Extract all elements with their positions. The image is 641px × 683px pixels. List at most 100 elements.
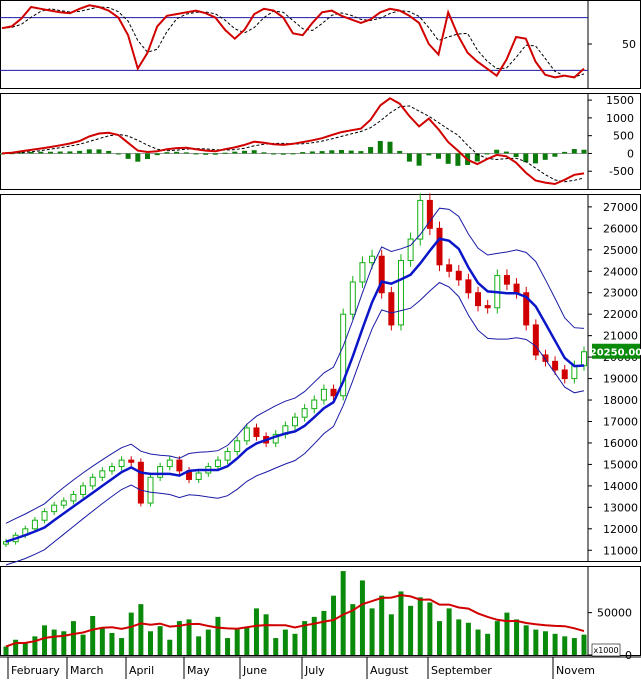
price-candle-body <box>552 360 559 371</box>
volume-bar <box>80 634 86 655</box>
price-y-tick-label: 11000 <box>603 544 638 557</box>
macd-histogram-bar <box>436 153 441 159</box>
x-axis-month-label: March <box>70 664 104 677</box>
volume-bar <box>417 597 423 655</box>
price-y-tick-label: 24000 <box>603 265 638 278</box>
price-y-tick-label: 23000 <box>603 287 638 300</box>
macd-histogram-bar <box>86 149 92 154</box>
price-candle-body <box>214 459 221 468</box>
price-candle-body <box>523 292 530 326</box>
macd-histogram-bar <box>445 153 451 164</box>
macd-y-tick-label: 1000 <box>606 112 634 125</box>
macd-histogram-bar <box>28 151 34 154</box>
price-candle-body <box>234 440 241 453</box>
price-candle-body <box>340 313 347 397</box>
price-y-tick-label: 26000 <box>603 222 638 235</box>
macd-histogram-bar <box>96 149 102 154</box>
price-candle-body <box>157 466 164 478</box>
volume-bar <box>205 629 211 655</box>
volume-unit-label-box <box>591 643 621 657</box>
volume-bar <box>22 642 28 655</box>
volume-bar <box>465 622 471 655</box>
volume-bar <box>225 638 231 655</box>
macd-histogram-bar <box>484 153 490 155</box>
price-y-tick-label: 21000 <box>603 330 638 343</box>
volume-moving-average <box>5 594 585 648</box>
macd-histogram-bar <box>581 149 587 154</box>
volume-bar <box>176 621 182 655</box>
price-candle-body <box>195 472 202 480</box>
macd-histogram-bar <box>368 147 374 154</box>
price-candle-body <box>301 408 308 418</box>
volume-bar <box>70 621 76 655</box>
price-candle-body <box>388 292 395 326</box>
volume-bar <box>398 591 404 655</box>
macd-histogram-bar <box>67 151 73 154</box>
macd-histogram-bar <box>115 153 121 155</box>
price-candle-body <box>253 427 260 438</box>
volume-bar <box>340 571 346 655</box>
price-candle-body <box>475 292 482 307</box>
price-candle-body <box>41 511 48 521</box>
macd-histogram-bar <box>533 153 538 164</box>
price-y-tick-label: 16000 <box>603 437 638 450</box>
macd-histogram-bar <box>329 150 335 154</box>
volume-bar <box>128 612 134 655</box>
macd-histogram-bar <box>397 150 403 154</box>
volume-bar <box>514 619 520 655</box>
macd-y-tick-label: 1500 <box>606 94 634 107</box>
macd-histogram-bar <box>387 141 393 154</box>
macd-histogram-bar <box>571 149 577 154</box>
price-y-tick-label: 13000 <box>603 501 638 514</box>
price-candle-body <box>176 459 183 472</box>
price-candle-body <box>224 451 231 461</box>
volume-bar <box>311 616 317 655</box>
price-candle-body <box>417 199 424 240</box>
volume-bar <box>244 627 250 655</box>
volume-bar <box>42 625 48 655</box>
volume-bar <box>99 627 105 655</box>
x-axis-month-label: May <box>187 664 210 677</box>
volume-bar <box>282 629 288 655</box>
macd-histogram-bar <box>183 152 189 154</box>
macd-histogram-bar <box>474 153 480 162</box>
volume-bar <box>302 621 308 655</box>
price-candle-body <box>292 416 298 427</box>
price-candle-body <box>455 270 462 281</box>
volume-bar <box>61 631 67 655</box>
macd-histogram-bar <box>339 150 344 154</box>
price-candle-body <box>436 227 443 266</box>
price-y-tick-label: 27000 <box>603 201 638 214</box>
macd-histogram-bar <box>280 153 286 155</box>
macd-histogram-bar <box>562 151 568 154</box>
macd-histogram-bar <box>18 152 24 154</box>
volume-bar <box>292 633 298 655</box>
price-y-tick-label: 22000 <box>603 308 638 321</box>
volume-bar <box>427 602 433 655</box>
macd-y-tick-label: 0 <box>627 147 634 160</box>
price-candle-body <box>349 281 356 315</box>
macd-histogram-bar <box>455 153 461 166</box>
stoch-y-tick-label: 50 <box>622 38 636 51</box>
price-y-tick-label: 15000 <box>603 458 638 471</box>
volume-bar <box>186 619 192 655</box>
volume-bar <box>562 636 568 655</box>
price-candle-body <box>108 466 115 472</box>
volume-bar <box>369 608 375 655</box>
macd-histogram-bar <box>125 153 131 159</box>
volume-bar <box>157 626 163 655</box>
macd-histogram-bar <box>377 141 383 154</box>
price-candle-body <box>359 262 366 283</box>
price-candle-body <box>426 199 433 229</box>
bollinger-middle-band <box>5 237 585 543</box>
macd-histogram-bar <box>77 150 83 154</box>
macd-histogram-bar <box>426 153 432 156</box>
price-candle-body <box>446 264 453 272</box>
volume-bar <box>359 580 365 655</box>
volume-bar <box>196 636 202 655</box>
last-price-label: 20250.00 <box>590 348 641 359</box>
price-y-tick-label: 17000 <box>603 415 638 428</box>
price-candle-body <box>128 459 135 463</box>
volume-bar <box>331 595 337 655</box>
